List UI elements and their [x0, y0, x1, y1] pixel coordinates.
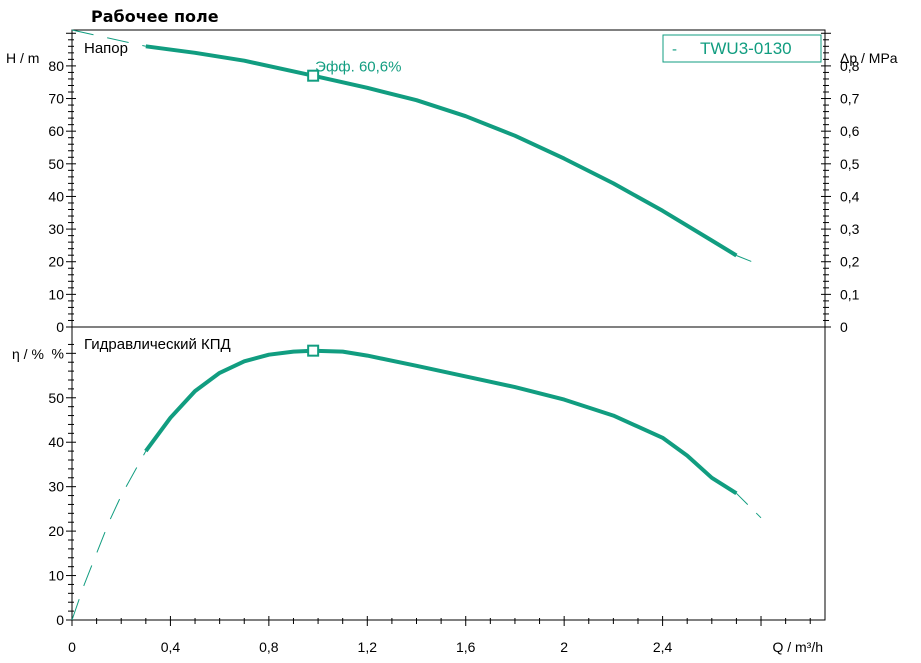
eff-y-tick-label: 20: [48, 523, 64, 539]
head-y2-tick-label: 0,3: [840, 221, 860, 237]
head-curve-dashed-end: [736, 255, 762, 266]
head-y2-axis-label: Δp / MPa: [840, 50, 898, 66]
head-curve-dashed-start: [71, 29, 146, 47]
efficiency-panel-frame: [71, 326, 826, 621]
x-tick-label: 1,6: [456, 639, 476, 655]
chart-frame: [71, 29, 826, 621]
head-y-tick-label: 30: [48, 221, 64, 237]
eff-y-axis-label: η / %: [12, 346, 44, 362]
x-tick-label: 0,4: [161, 639, 181, 655]
head-y-tick-label: 20: [48, 254, 64, 270]
head-y2-tick-label: 0,8: [840, 58, 860, 74]
head-y-axis-label: H / m: [6, 50, 39, 66]
head-y2-tick-label: 0,4: [840, 188, 860, 204]
head-y2-tick-label: 0,1: [840, 286, 860, 302]
eff-y-tick-label: 50: [48, 390, 64, 406]
page-title: Рабочее поле: [91, 7, 219, 26]
head-y-tick-label: 60: [48, 123, 64, 139]
head-panel-frame: [71, 29, 826, 328]
x-axis-label: Q / m³/h: [772, 639, 823, 655]
head-y-tick-label: 70: [48, 91, 64, 107]
x-tick-label: 1,2: [358, 639, 378, 655]
head-y-tick-label: 80: [48, 58, 64, 74]
head-y2-tick-label: 0,6: [840, 123, 860, 139]
x-tick-label: 2,4: [653, 639, 673, 655]
head-y2-tick-label: 0,2: [840, 254, 860, 270]
eff-y-tick-label: 10: [48, 568, 64, 584]
head-y-tick-label: 40: [48, 188, 64, 204]
head-y-tick-label: 10: [48, 286, 64, 302]
eff-y-tick-label: 0: [56, 612, 64, 628]
minor-ticks: [66, 32, 831, 626]
head-y-tick-label: 50: [48, 156, 64, 172]
head-y2-tick-label: 0,5: [840, 156, 860, 172]
legend-label: TWU3-0130: [700, 39, 792, 58]
head-y2-tick-label: 0,7: [840, 91, 860, 107]
eff-y-tick-label: %: [52, 345, 64, 361]
x-tick-label: 0: [68, 639, 76, 655]
head-y-tick-label: 0: [56, 319, 64, 335]
eff-panel-title: Гидравлический КПД: [84, 336, 231, 353]
curves: [71, 29, 762, 621]
x-tick-label: 0,8: [259, 639, 279, 655]
head-panel-title: Напор: [84, 40, 128, 57]
efficiency-curve-solid: [144, 348, 738, 495]
head-operating-point: [307, 69, 320, 82]
efficiency-annotation: Эфф. 60,6%: [315, 59, 401, 76]
x-tick-label: 2: [560, 639, 568, 655]
legend-box: [662, 34, 822, 63]
eff-y-tick-label: 30: [48, 479, 64, 495]
legend-marker: -: [672, 41, 677, 58]
eff-y-tick-label: 40: [48, 434, 64, 450]
axis-labels: 0102030405060708000,10,20,30,40,50,60,70…: [6, 34, 898, 655]
efficiency-curve-dashed-end: [736, 492, 762, 519]
efficiency-curve-dashed-start: [71, 450, 147, 621]
head-curve-solid: [145, 44, 738, 258]
head-y2-tick-label: 0: [840, 319, 848, 335]
eff-operating-point: [307, 344, 320, 357]
